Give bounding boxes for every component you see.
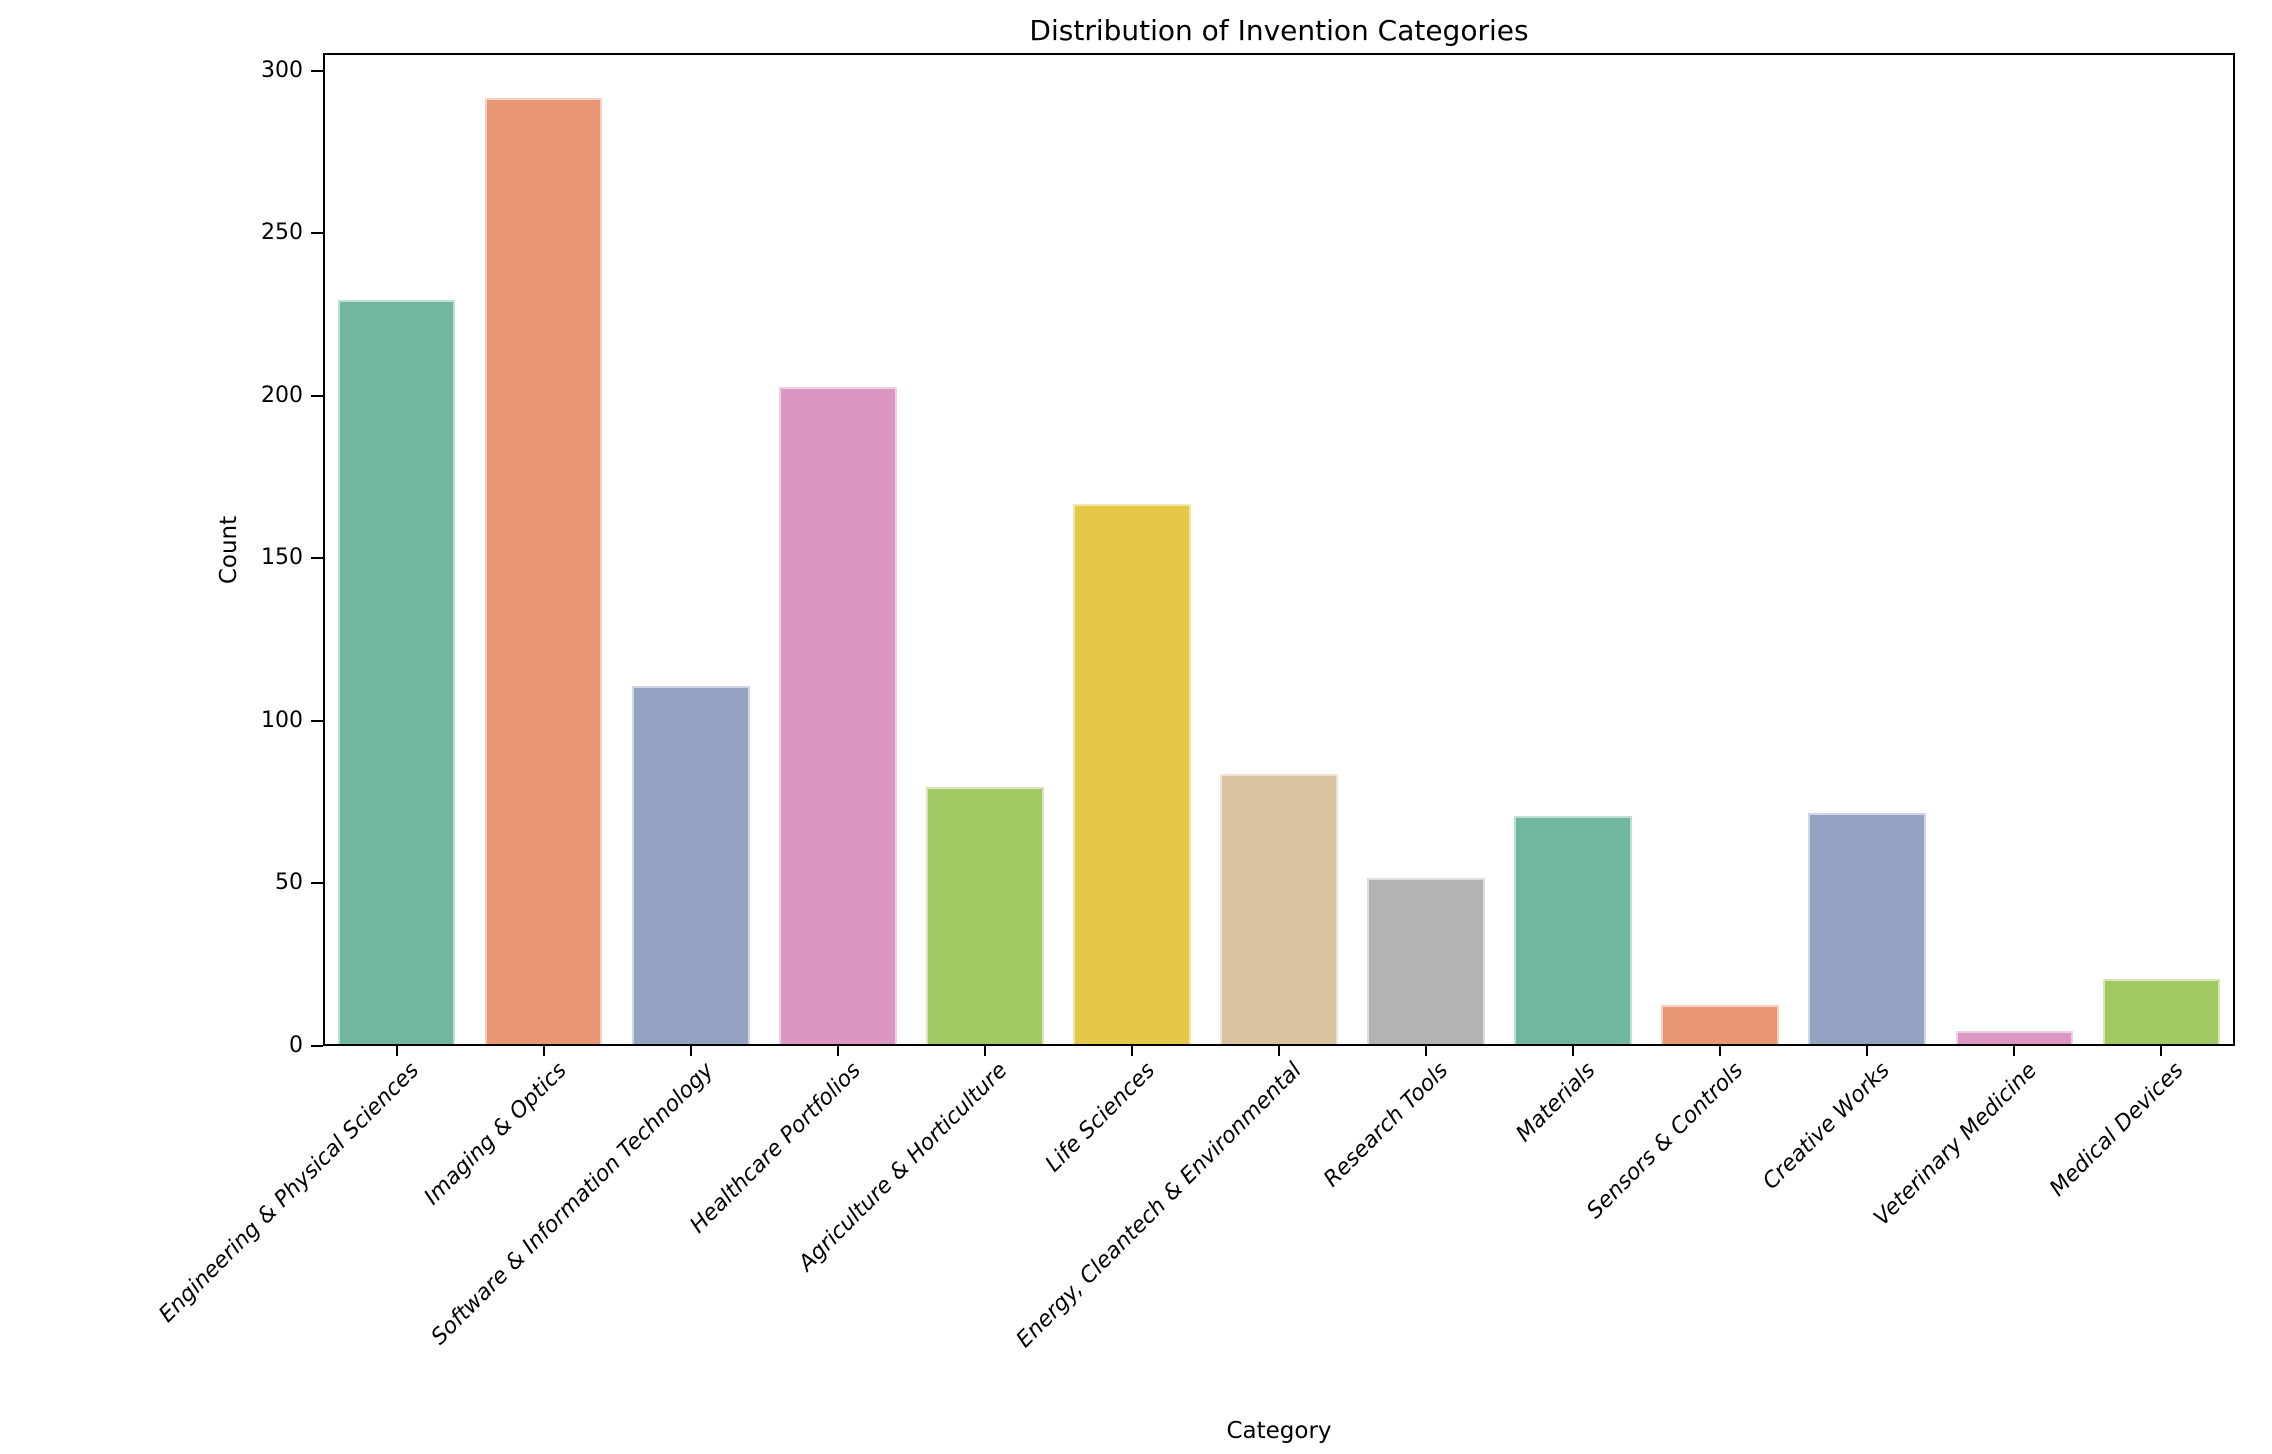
y-tick-mark (311, 394, 323, 397)
bar-healthcare-portfolios (778, 387, 897, 1044)
y-tick-mark (311, 557, 323, 560)
x-tick-label-energy-cleantech-environmental: Energy, Cleantech & Environmental (1011, 1058, 1307, 1353)
bar-software-information-technology (631, 686, 750, 1044)
bar-research-tools (1367, 878, 1485, 1044)
bar-energy-cleantech-environmental (1220, 774, 1338, 1044)
y-tick-mark (311, 719, 323, 722)
x-tick-mark (542, 1046, 545, 1056)
x-tick-label-veterinary-medicine: Veterinary Medicine (1869, 1058, 2043, 1231)
x-tick-mark (1719, 1046, 1722, 1056)
y-tick-label: 200 (261, 382, 303, 408)
y-tick-label: 250 (261, 220, 303, 246)
x-tick-label-software-information-technology: Software & Information Technology (426, 1058, 719, 1351)
y-tick-label: 100 (261, 707, 303, 733)
x-tick-mark (2160, 1046, 2163, 1056)
x-tick-mark (689, 1046, 692, 1056)
y-tick-label: 150 (261, 545, 303, 571)
bar-creative-works (1808, 813, 1927, 1044)
x-tick-mark (983, 1046, 986, 1056)
y-tick-mark (311, 69, 323, 72)
x-tick-label-research-tools: Research Tools (1319, 1058, 1454, 1193)
x-tick-label-sensors-controls: Sensors & Controls (1582, 1058, 1748, 1224)
bar-sensors-controls (1661, 1005, 1780, 1044)
x-tick-mark (2013, 1046, 2016, 1056)
y-tick-mark (311, 1045, 323, 1047)
bar-medical-devices (2102, 979, 2221, 1044)
x-tick-mark (1572, 1046, 1575, 1056)
y-tick-mark (311, 232, 323, 235)
y-tick-label: 50 (275, 870, 303, 896)
x-tick-label-creative-works: Creative Works (1758, 1058, 1895, 1195)
y-tick-label: 0 (289, 1033, 303, 1058)
y-tick-mark (311, 882, 323, 885)
x-tick-label-life-sciences: Life Sciences (1040, 1058, 1160, 1178)
x-tick-label-engineering-physical-sciences: Engineering & Physical Sciences (154, 1058, 425, 1328)
x-tick-mark (1130, 1046, 1133, 1056)
x-tick-mark (836, 1046, 839, 1056)
bar-agriculture-horticulture (926, 787, 1044, 1044)
x-tick-mark (395, 1046, 398, 1056)
x-tick-mark (1425, 1046, 1428, 1056)
y-tick-label: 300 (261, 57, 303, 83)
bar-veterinary-medicine (1955, 1031, 2074, 1044)
x-tick-mark (1866, 1046, 1869, 1056)
x-tick-label-imaging-optics: Imaging & Optics (419, 1058, 572, 1211)
x-axis-label: Category (1226, 1418, 1332, 1444)
x-tick-label-medical-devices: Medical Devices (2045, 1058, 2190, 1202)
x-tick-label-healthcare-portfolios: Healthcare Portfolios (685, 1058, 866, 1239)
x-tick-mark (1278, 1046, 1280, 1056)
bar-imaging-optics (484, 98, 603, 1044)
bar-materials (1514, 816, 1632, 1044)
chart-title: Distribution of Invention Categories (1029, 14, 1529, 47)
x-tick-label-materials: Materials (1511, 1058, 1601, 1147)
bar-life-sciences (1073, 504, 1191, 1044)
bar-engineering-physical-sciences (337, 299, 456, 1044)
plot-area (323, 53, 2235, 1046)
